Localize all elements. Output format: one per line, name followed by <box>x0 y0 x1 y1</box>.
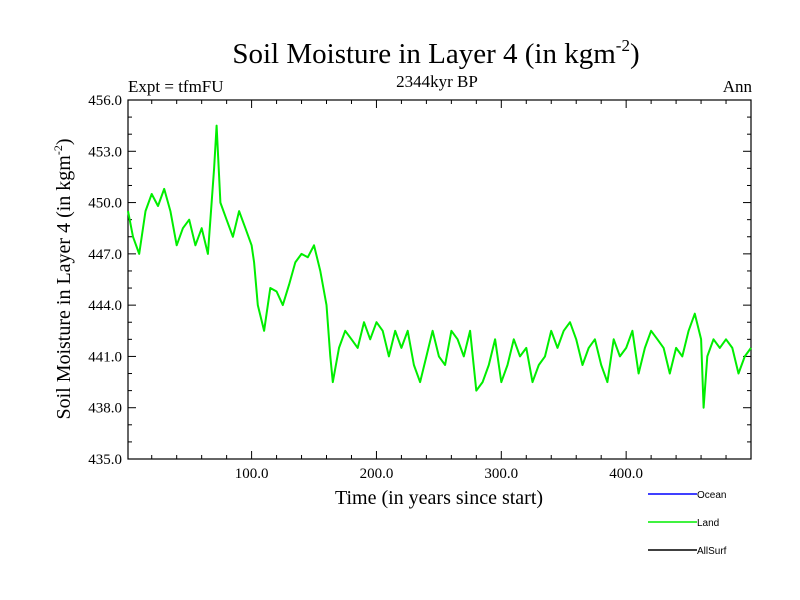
y-axis-label: Soil Moisture in Layer 4 (in kgm-2) <box>51 138 75 419</box>
plot-area <box>127 99 752 460</box>
x-axis-label: Time (in years since start) <box>335 487 543 509</box>
legend-label-ocean: Ocean <box>697 490 726 501</box>
x-tick-label: 200.0 <box>360 466 394 482</box>
chart-subtitle: 2344kyr BP <box>396 72 478 91</box>
chart-title-close: ) <box>630 38 640 70</box>
y-tick-label: 441.0 <box>88 349 122 365</box>
y-tick-label: 447.0 <box>88 247 122 263</box>
x-tick-label: 400.0 <box>609 466 643 482</box>
y-tick-label: 438.0 <box>88 401 122 417</box>
y-tick-label: 453.0 <box>88 144 122 160</box>
x-tick-label: 300.0 <box>484 466 518 482</box>
expt-label: Expt = tfmFU <box>128 77 224 96</box>
y-tick-label: 450.0 <box>88 196 122 212</box>
y-tick-label: 456.0 <box>88 93 122 109</box>
season-label: Ann <box>723 77 753 96</box>
y-tick-label: 444.0 <box>88 298 122 314</box>
y-axis-ticks: 435.0 438.0 441.0 444.0 447.0 450.0 453.0 456.0 <box>88 93 751 468</box>
x-tick-label: 100.0 <box>235 466 269 482</box>
y-axis-label-exponent: -2 <box>51 145 65 155</box>
y-axis-label-close: ) <box>53 138 75 145</box>
y-tick-label: 435.0 <box>88 452 122 468</box>
legend-label-allsurf: AllSurf <box>697 546 727 557</box>
legend-label-land: Land <box>697 518 719 529</box>
series-line-land <box>127 124 752 409</box>
chart-title-exponent: -2 <box>616 36 630 55</box>
series-layer <box>127 124 752 409</box>
chart-title: Soil Moisture in Layer 4 (in kgm-2) <box>232 36 639 70</box>
legend: Ocean Land AllSurf <box>648 490 727 557</box>
x-axis-ticks: 100.0 200.0 300.0 400.0 <box>151 100 727 482</box>
